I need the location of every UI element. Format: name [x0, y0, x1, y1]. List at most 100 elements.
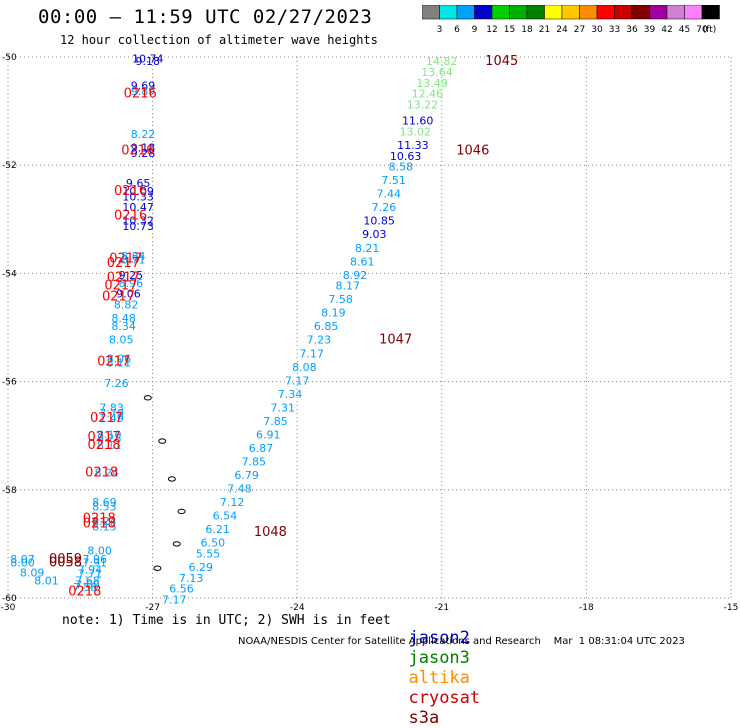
wave-height-value: 10.47 [122, 201, 154, 214]
pass-time-label: 0217 [97, 354, 130, 369]
wave-height-value: 8.00 [10, 557, 35, 570]
wave-height-value: 8.71 [121, 254, 146, 267]
island-outline [177, 508, 186, 515]
pass-time-label: 0218 [83, 517, 116, 532]
wave-height-value: 6.56 [169, 583, 194, 596]
wave-height-value: 9.18 [136, 55, 161, 68]
wave-height-value: 8.06 [107, 353, 132, 366]
colorbar-swatch [701, 5, 720, 20]
satellite-legend-cryosat: cryosat [408, 688, 481, 708]
lat-tick-label: -56 [2, 378, 17, 388]
wave-height-value: 7.83 [99, 401, 124, 414]
wave-height-value: 7.58 [328, 293, 353, 306]
wave-height-value: 7.26 [372, 201, 397, 214]
wave-height-value: 7.17 [162, 593, 187, 606]
wave-height-value: 8.22 [131, 128, 156, 141]
colorbar-label: 18 [521, 25, 533, 35]
wave-height-value: 7.23 [307, 334, 332, 347]
wave-height-value: 9.03 [362, 228, 387, 241]
colorbar-label: 15 [504, 25, 515, 35]
pass-time-label: 0217 [109, 252, 142, 267]
wave-height-value: 8.15 [92, 520, 117, 533]
colorbar-label: 42 [661, 25, 672, 35]
wave-height-value: 10.73 [122, 220, 154, 233]
colorbar-label: 21 [539, 25, 550, 35]
pass-time-label: 0218 [88, 438, 121, 453]
pass-time-label: 0218 [85, 465, 118, 480]
pass-time-label: 0218 [83, 511, 116, 526]
colorbar-label: 3 [437, 25, 443, 35]
wave-height-value: 6.29 [189, 561, 214, 574]
lat-tick-label: -50 [2, 53, 17, 63]
colorbar-label: 9 [472, 25, 478, 35]
wave-height-value: 8.34 [111, 320, 136, 333]
pass-time-label: 0217 [88, 430, 121, 445]
lon-tick-label: -24 [290, 603, 305, 613]
lon-tick-label: -21 [434, 603, 449, 613]
altimeter-map: -30 -27 -24 -21 -18 -15 -50 -52 -54 -56 -58 -60 10.7… [1, 52, 739, 613]
island-outline [143, 395, 152, 401]
pass-time-label: 0217 [104, 279, 137, 294]
wave-height-value: 10.74 [132, 52, 164, 65]
satellite-legend: jason2 jason3 altika cryosat s3a [388, 608, 480, 728]
wave-height-value: 11.60 [402, 115, 434, 128]
pass-time-label: 0217 [90, 411, 123, 426]
wave-height-value: 7.26 [104, 377, 129, 390]
wave-height-value: 7.17 [285, 374, 310, 387]
island-outline [172, 541, 181, 547]
wave-height-value: 8.09 [20, 566, 45, 579]
wave-height-value: 8.92 [343, 269, 368, 282]
wave-height-value: 11.33 [397, 139, 429, 152]
wave-height-value: 13.02 [400, 125, 432, 138]
wave-height-value: 7.49 [99, 412, 124, 425]
wave-height-value: 6.85 [314, 320, 339, 333]
satellite-legend-s3a: s3a [408, 708, 440, 728]
wave-height-value: 8.10 [97, 428, 122, 441]
wave-height-value: 8.82 [114, 299, 139, 312]
satellite-legend-jason2: jason2 [408, 628, 470, 648]
wave-height-value: 6.79 [234, 469, 259, 482]
wave-height-value: 9.06 [116, 288, 141, 301]
pass-time-label: 0216 [124, 87, 157, 102]
wave-height-value: 8.08 [292, 361, 317, 374]
wave-height-value: 8.24 [95, 466, 120, 479]
wave-height-value: 8.21 [355, 242, 380, 255]
colorbar-unit: (ft) [703, 25, 717, 35]
lon-tick-label: -30 [1, 603, 16, 613]
wave-height-value: 8.05 [109, 334, 134, 347]
credit-line: NOAA/NESDIS Center for Satellite Applica… [238, 636, 685, 647]
wave-height-value: 10.85 [363, 215, 395, 228]
wave-height-value: 7.17 [299, 347, 324, 360]
wave-height-value: 7.48 [227, 483, 252, 496]
wave-height-value: 7.70 [99, 407, 124, 420]
lon-tick-label: -15 [724, 603, 739, 613]
colorbar-label: 45 [679, 25, 690, 35]
pass-time-label: 1048 [254, 525, 287, 540]
pass-time-label: 1047 [379, 333, 412, 348]
wave-height-value: 13.22 [407, 98, 439, 111]
wave-height-value: 6.21 [205, 523, 230, 536]
wave-height-value: 9.65 [126, 177, 151, 190]
wave-height-value: 7.44 [377, 188, 402, 201]
lon-tick-label: -27 [145, 603, 160, 613]
wave-height-value: 8.19 [321, 307, 346, 320]
wave-height-value: 6.87 [249, 442, 274, 455]
pass-time-label: 1045 [485, 54, 518, 69]
lat-tick-label: -58 [2, 486, 17, 496]
wave-height-value: 8.53 [92, 500, 117, 513]
satellite-legend-jason3: jason3 [408, 648, 470, 668]
colorbar-label: 27 [574, 25, 585, 35]
wave-height-value: 9.18 [131, 142, 156, 155]
wave-height-value: 9.28 [131, 147, 156, 160]
wave-height-value: 7.58 [73, 581, 98, 594]
wave-height-value: 8.48 [111, 312, 136, 325]
wave-height-value: 10.32 [122, 215, 154, 228]
wave-height-value: 13.49 [416, 77, 448, 90]
wave-height-value: 8.11 [107, 356, 132, 369]
wave-height-value: 8.58 [389, 161, 414, 174]
colorbar-label: 24 [556, 25, 568, 35]
wave-height-value: 7.31 [270, 401, 295, 414]
map-subtitle: 12 hour collection of altimeter wave hei… [60, 33, 378, 47]
pass-time-label: 0218 [68, 584, 101, 599]
pass-time-label: 1046 [456, 143, 489, 158]
